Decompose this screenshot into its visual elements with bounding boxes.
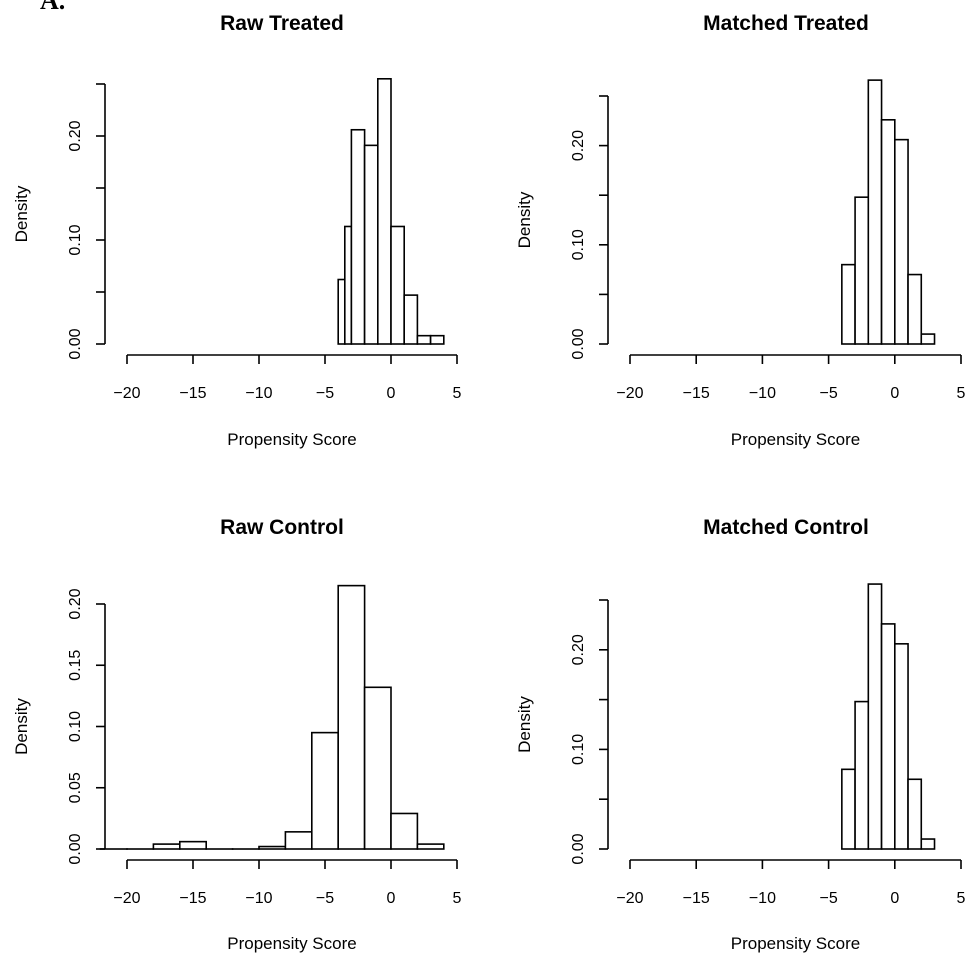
x-tick-label: −10: [749, 890, 776, 907]
y-tick-label: 0.10: [67, 224, 84, 255]
y-tick-label: 0.10: [570, 229, 587, 260]
histogram-bar: [337, 584, 366, 850]
x-tick-label: −20: [113, 385, 140, 402]
x-tick-label: −5: [316, 385, 334, 402]
y-tick-label: 0.00: [570, 328, 587, 359]
histogram-bar: [867, 79, 883, 345]
histogram-bar: [363, 144, 379, 345]
histogram-bar: [907, 778, 923, 850]
y-tick-label: 0.05: [67, 772, 84, 803]
histogram-bar: [854, 700, 870, 850]
y-axis-label: Density: [12, 698, 31, 755]
y-tick-label: 0.00: [570, 833, 587, 864]
histogram-bar: [920, 838, 936, 850]
histogram-panel-4: Matched Control −20 −15 −10 −5 0 5 0.00 0.10 0.20…: [515, 516, 966, 953]
x-tick-label: −10: [749, 385, 776, 402]
y-tick-label: 0.10: [67, 711, 84, 742]
x-tick-label: 0: [890, 890, 899, 907]
panel-label: A.: [40, 0, 66, 15]
x-tick-label: −5: [819, 385, 837, 402]
histogram-bar: [429, 334, 445, 345]
x-axis-label: Propensity Score: [731, 934, 860, 953]
x-tick-label: 5: [453, 890, 462, 907]
histogram-bar: [376, 78, 392, 345]
x-tick-label: −15: [179, 890, 206, 907]
histogram-bar: [390, 225, 405, 345]
histogram-bar: [893, 138, 909, 345]
histogram-bar: [403, 294, 419, 345]
chart-title: Raw Control: [220, 516, 344, 539]
x-tick-label: −10: [245, 890, 272, 907]
y-tick-label: 0.00: [67, 328, 84, 359]
histogram-bar: [416, 334, 432, 345]
histogram-bar: [880, 119, 896, 345]
histogram-bar: [179, 840, 208, 850]
histogram-bar: [880, 623, 896, 850]
histogram-panel-3: Raw Control −20 −15 −10 −5 0 5 0.00 0.05 0.10 0.15…: [12, 516, 462, 953]
y-axis-label: Density: [515, 696, 534, 753]
x-tick-label: 0: [387, 890, 396, 907]
x-tick-label: −20: [113, 890, 140, 907]
histogram-bar: [854, 196, 870, 345]
x-tick-label: −5: [316, 890, 334, 907]
y-axis-label: Density: [515, 191, 534, 248]
histogram-bar: [893, 643, 909, 850]
histogram-bar: [416, 843, 445, 850]
y-tick-label: 0.15: [67, 650, 84, 681]
y-tick-label: 0.20: [570, 130, 587, 161]
x-tick-label: −5: [819, 890, 837, 907]
histogram-bar: [350, 128, 366, 345]
x-tick-label: 5: [957, 890, 966, 907]
x-tick-label: −20: [616, 385, 643, 402]
x-tick-label: −20: [616, 890, 643, 907]
histogram-bar: [343, 225, 353, 345]
histogram-bar: [920, 333, 936, 345]
histogram-panel-1: Raw Treated −20 −15 −10 −5 0 5 0.00 0.10 0.20 Prop…: [12, 12, 462, 449]
histogram-bar: [258, 845, 287, 850]
histogram-bar: [363, 686, 392, 850]
y-tick-label: 0.20: [67, 120, 84, 151]
x-tick-label: 0: [387, 385, 396, 402]
x-tick-label: −15: [179, 385, 206, 402]
y-tick-label: 0.00: [67, 833, 84, 864]
y-tick-label: 0.20: [67, 588, 84, 619]
x-tick-label: 5: [957, 385, 966, 402]
x-tick-label: 0: [890, 385, 899, 402]
y-tick-label: 0.10: [570, 734, 587, 765]
x-axis-label: Propensity Score: [227, 934, 356, 953]
histogram-panel-2: Matched Treated −20 −15 −10 −5 0 5 0.00 0.10 0.20…: [515, 12, 966, 449]
histogram-bar: [841, 768, 856, 850]
chart-title: Raw Treated: [220, 12, 344, 35]
x-tick-label: 5: [453, 385, 462, 402]
histogram-bar: [841, 263, 856, 345]
histogram-bar: [907, 273, 923, 345]
histogram-bar: [284, 831, 313, 850]
chart-title: Matched Treated: [703, 12, 869, 35]
x-axis-label: Propensity Score: [227, 430, 356, 449]
histogram-bar: [310, 731, 339, 850]
y-axis-label: Density: [12, 185, 31, 242]
x-axis-label: Propensity Score: [731, 430, 860, 449]
x-tick-label: −15: [683, 890, 710, 907]
histogram-bar: [867, 583, 883, 850]
x-tick-label: −10: [245, 385, 272, 402]
histogram-bar: [390, 812, 419, 850]
y-tick-label: 0.20: [570, 634, 587, 665]
x-tick-label: −15: [683, 385, 710, 402]
histogram-bar: [337, 278, 346, 345]
histogram-bar: [152, 843, 181, 850]
chart-title: Matched Control: [703, 516, 869, 539]
